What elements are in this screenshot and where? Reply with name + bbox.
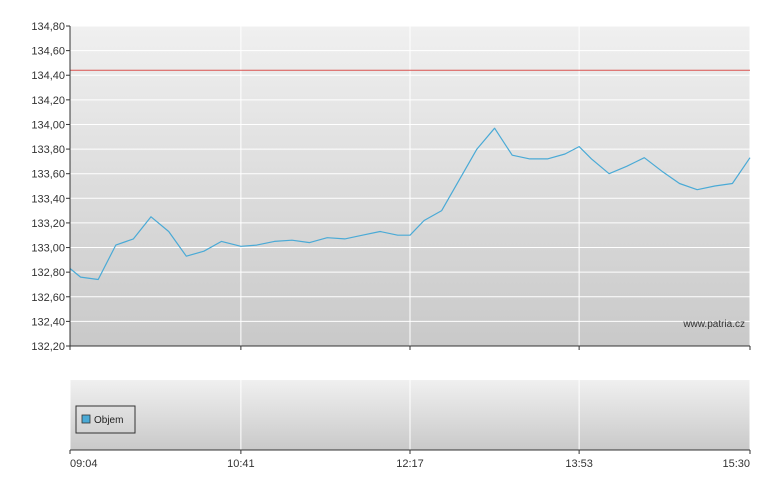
volume-grid bbox=[69, 380, 751, 450]
y-tick-label: 134,60 bbox=[31, 46, 65, 58]
x-tick-label: 15:30 bbox=[722, 458, 750, 470]
watermark: www.patria.cz bbox=[682, 319, 745, 330]
price-series-line bbox=[69, 127, 751, 281]
legend-box bbox=[75, 405, 136, 434]
x-tick-label: 12:17 bbox=[396, 458, 424, 470]
y-tick-label: 132,40 bbox=[31, 316, 65, 328]
y-tick-label: 133,20 bbox=[31, 218, 65, 230]
y-tick-label: 134,20 bbox=[31, 95, 65, 107]
y-tick-label: 133,60 bbox=[31, 169, 65, 181]
y-tick-label: 132,20 bbox=[31, 341, 65, 353]
x-tick-label: 09:04 bbox=[70, 458, 98, 470]
y-tick-label: 134,80 bbox=[31, 21, 65, 33]
x-tick-label: 10:41 bbox=[227, 458, 255, 470]
legend: Objem bbox=[75, 405, 136, 434]
y-tick-label: 133,80 bbox=[31, 144, 65, 156]
y-tick-label: 134,00 bbox=[31, 119, 65, 131]
y-tick-label: 132,80 bbox=[31, 267, 65, 279]
legend-label: Objem bbox=[94, 415, 123, 426]
price-y-axis: 132,20 132,40 132,60 132,80 133,00 133,20 133,… bbox=[31, 21, 71, 353]
x-tick-label: 13:53 bbox=[565, 458, 593, 470]
legend-swatch bbox=[81, 414, 91, 424]
y-tick-label: 132,60 bbox=[31, 292, 65, 304]
y-tick-label: 133,00 bbox=[31, 243, 65, 255]
x-axis: 09:04 10:41 12:17 13:53 15:30 bbox=[69, 450, 751, 470]
y-tick-label: 134,40 bbox=[31, 70, 65, 82]
y-tick-label: 133,40 bbox=[31, 193, 65, 205]
price-x-tick-marks bbox=[69, 346, 751, 350]
